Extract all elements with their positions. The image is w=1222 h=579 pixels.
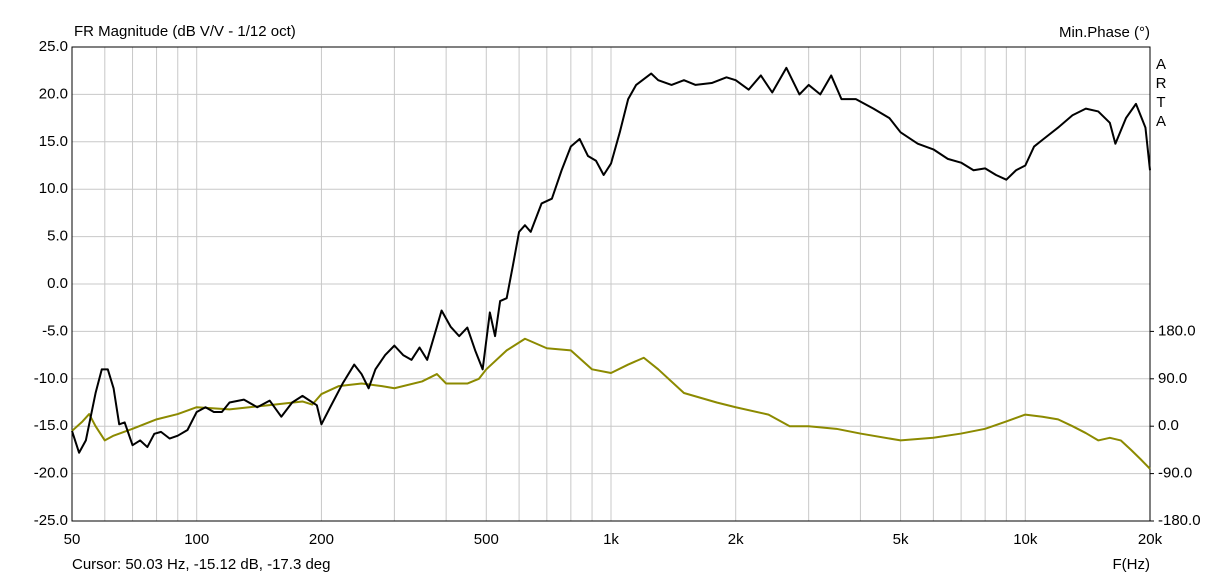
x-tick-label: 10k	[1013, 531, 1038, 548]
plot-frame	[71, 46, 1151, 522]
x-axis-label: F(Hz)	[1113, 556, 1151, 573]
y-tick-label: -15.0	[34, 417, 68, 434]
brand: ARTA	[1153, 56, 1170, 132]
y-tick-label: -25.0	[34, 512, 68, 529]
x-tick-label: 500	[474, 531, 499, 548]
y-tick-label: 15.0	[39, 133, 68, 150]
x-tick-label: 2k	[728, 531, 744, 548]
y-tick-label: -10.0	[34, 370, 68, 387]
series-line	[71, 337, 1151, 470]
y-tick-label: -5.0	[42, 322, 68, 339]
y-tick-label: 25.0	[39, 38, 68, 55]
y2-tick-label: -90.0	[1158, 465, 1192, 482]
y-tick-label: -20.0	[34, 465, 68, 482]
y-tick-label: 0.0	[47, 275, 68, 292]
chart-title: FR Magnitude (dB V/V - 1/12 oct)	[74, 23, 296, 40]
y-tick-label: 10.0	[39, 180, 68, 197]
x-tick-label: 20k	[1138, 531, 1163, 548]
y-tick-label: 5.0	[47, 228, 68, 245]
y-tick-label: 20.0	[39, 85, 68, 102]
x-tick-label: 200	[309, 531, 334, 548]
x-tick-label: 1k	[603, 531, 619, 548]
y2-tick-label: 0.0	[1158, 417, 1179, 434]
series-line	[71, 66, 1151, 454]
y2-tick-label: -180.0	[1158, 512, 1201, 529]
y2-title: Min.Phase (°)	[1059, 24, 1150, 41]
y2-tick-label: 90.0	[1158, 370, 1187, 387]
y2-tick-label: 180.0	[1158, 322, 1196, 339]
x-tick-label: 50	[64, 531, 81, 548]
x-tick-label: 100	[184, 531, 209, 548]
cursor-readout: Cursor: 50.03 Hz, -15.12 dB, -17.3 deg	[72, 556, 330, 573]
x-tick-label: 5k	[893, 531, 909, 548]
